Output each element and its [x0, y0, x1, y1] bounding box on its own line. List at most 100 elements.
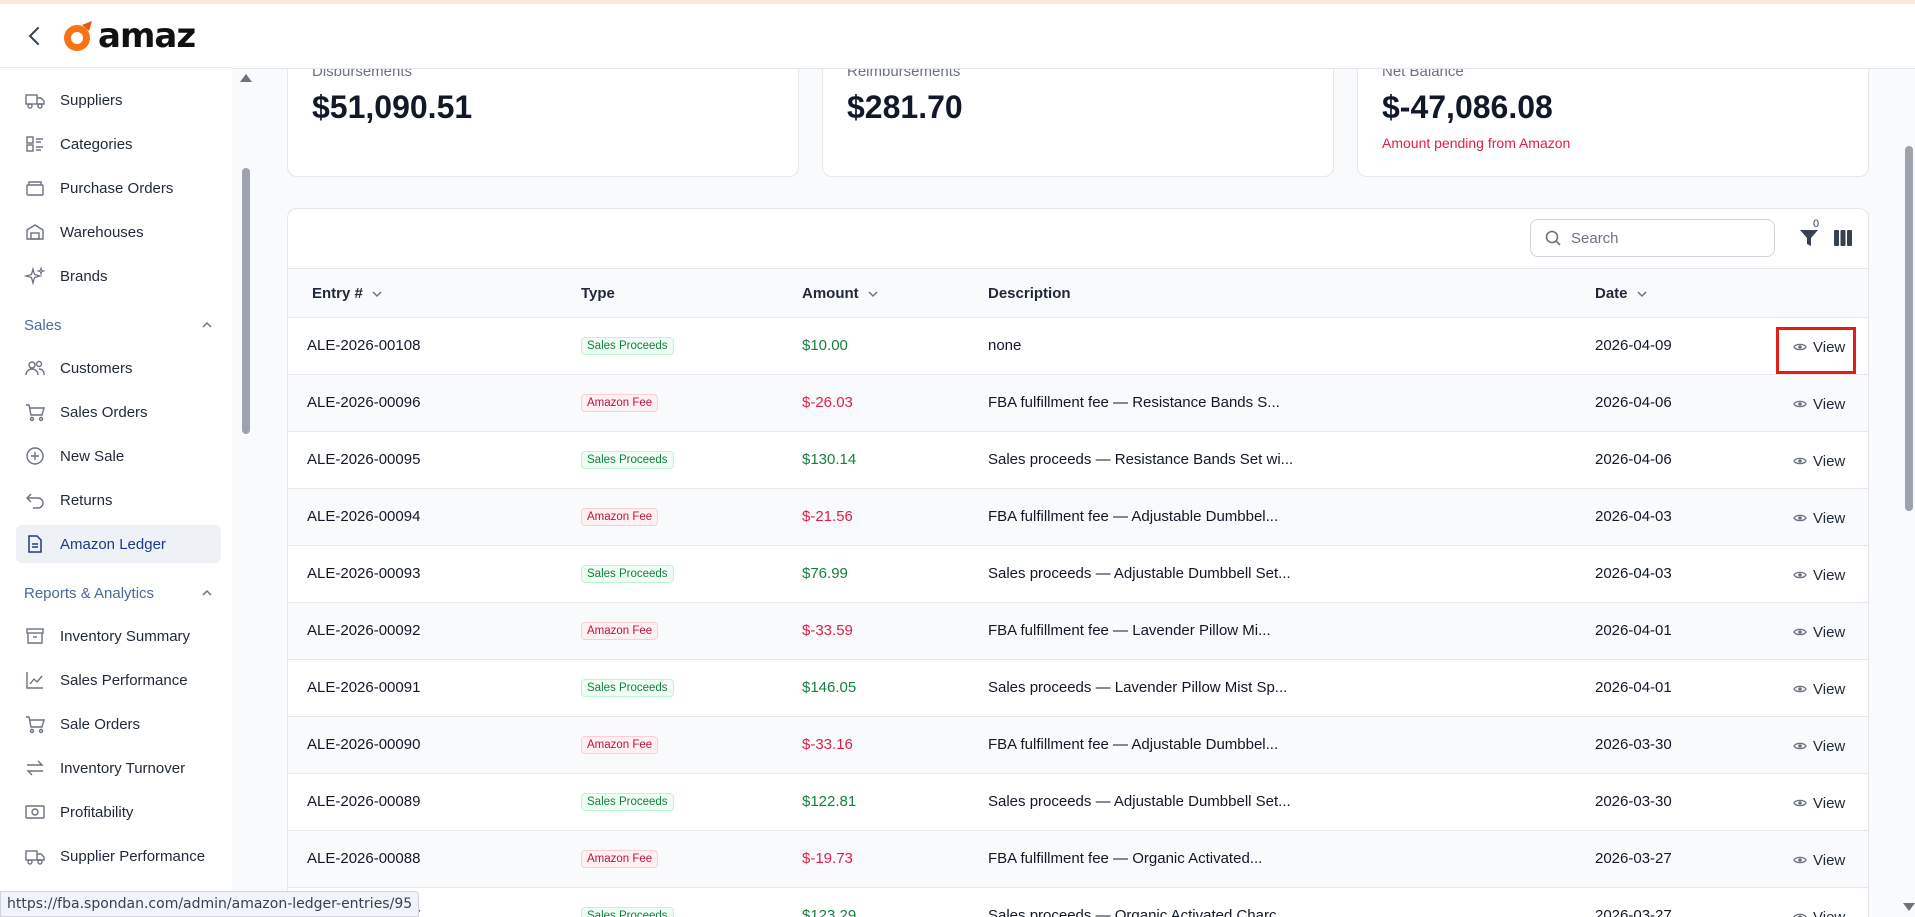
card-value: $281.70 [847, 89, 963, 125]
reimbursements-card: Reimbursements $281.70 [822, 50, 1334, 177]
sidebar-scrollbar-thumb[interactable] [242, 168, 250, 434]
archive-icon [24, 625, 46, 647]
card-note: Amount pending from Amazon [1382, 135, 1571, 151]
view-button[interactable]: View [1793, 506, 1845, 530]
view-button[interactable]: View [1793, 563, 1845, 587]
sidebar-item-customers[interactable]: Customers [16, 349, 221, 387]
table-row: ALE-2026-00089 Sales Proceeds $122.81 Sales… [288, 774, 1868, 831]
view-label: View [1813, 452, 1846, 470]
date-value: 2026-04-03 [1595, 508, 1672, 525]
table-toolbar: 0 [288, 209, 1868, 269]
view-label: View [1813, 680, 1846, 698]
sidebar-item-profitability[interactable]: Profitability [16, 793, 221, 831]
view-button[interactable]: View [1793, 677, 1845, 701]
money-icon [24, 801, 46, 823]
purchase-orders-icon [24, 177, 46, 199]
document-icon [24, 533, 46, 555]
ledger-table: 0 Entry # Type Amount Description Date A… [287, 208, 1869, 917]
sidebar-item-inventory-summary[interactable]: Inventory Summary [16, 617, 221, 655]
sidebar-item-sales-orders[interactable]: Sales Orders [16, 393, 221, 431]
sidebar-scroll-up-arrow[interactable] [240, 74, 252, 82]
amount-value: $130.14 [802, 451, 857, 468]
sidebar-item-inventory-turnover[interactable]: Inventory Turnover [16, 749, 221, 787]
sidebar-item-amazon-ledger[interactable]: Amazon Ledger [16, 525, 221, 563]
view-label: View [1813, 509, 1846, 527]
view-button[interactable]: View [1793, 620, 1845, 644]
amount-value: $-21.56 [802, 508, 853, 525]
date-value: 2026-04-09 [1595, 337, 1672, 354]
sidebar-item-label: Purchase Orders [60, 179, 174, 197]
filter-icon[interactable] [1798, 227, 1820, 249]
chevron-down-icon [868, 290, 878, 297]
sidebar-section-label: Sales [24, 316, 62, 334]
sidebar-item-purchase-orders[interactable]: Purchase Orders [16, 169, 221, 207]
sidebar-item-label: Brands [60, 267, 108, 285]
card-value: $-47,086.08 [1382, 89, 1553, 125]
column-header-entry[interactable]: Entry # [312, 285, 383, 302]
description-text: Sales proceeds — Adjustable Dumbbell Set… [988, 565, 1291, 582]
columns-icon[interactable] [1833, 229, 1853, 247]
entry-number: ALE-2026-00088 [307, 850, 421, 867]
date-value: 2026-03-30 [1595, 793, 1672, 810]
eye-icon [1793, 514, 1807, 522]
main-scrollbar-thumb[interactable] [1905, 146, 1913, 511]
eye-icon [1793, 913, 1807, 917]
type-badge: Sales Proceeds [581, 565, 674, 583]
chevron-up-icon [202, 321, 212, 328]
table-row: ALE-2026-00094 Amazon Fee $-21.56 FBA fulfi… [288, 489, 1868, 546]
sidebar-item-label: Inventory Summary [60, 627, 191, 645]
view-label: View [1813, 794, 1846, 812]
sidebar-item-warehouses[interactable]: Warehouses [16, 213, 221, 251]
description-text: FBA fulfillment fee — Adjustable Dumbbel… [988, 508, 1279, 525]
view-button[interactable]: View [1793, 905, 1845, 917]
sidebar-item-suppliers[interactable]: Suppliers [16, 81, 221, 119]
description-text: FBA fulfillment fee — Organic Activated.… [988, 850, 1263, 867]
table-search[interactable] [1530, 219, 1775, 257]
sidebar-item-supplier-performance[interactable]: Supplier Performance [16, 837, 221, 875]
view-button[interactable]: View [1793, 848, 1845, 872]
table-row: ALE-2026-00108 Sales Proceeds $10.00 none 20… [288, 318, 1868, 375]
view-button[interactable]: View [1793, 392, 1845, 416]
column-label: Date [1595, 285, 1628, 302]
users-icon [24, 357, 46, 379]
view-button[interactable]: View [1793, 734, 1845, 758]
view-button[interactable]: View [1793, 791, 1845, 815]
type-badge: Sales Proceeds [581, 907, 674, 917]
top-accent-line [0, 0, 1915, 4]
logo-text: amaz [98, 16, 196, 56]
column-label: Amount [802, 285, 859, 302]
sidebar-item-sale-orders[interactable]: Sale Orders [16, 705, 221, 743]
sidebar-section-reports[interactable]: Reports & Analytics [24, 581, 214, 605]
sidebar-item-new-sale[interactable]: New Sale [16, 437, 221, 475]
column-header-amount[interactable]: Amount [802, 285, 879, 302]
table-row: ALE-2026-00093 Sales Proceeds $76.99 Sales … [288, 546, 1868, 603]
date-value: 2026-04-01 [1595, 622, 1672, 639]
return-icon [24, 489, 46, 511]
sidebar-item-returns[interactable]: Returns [16, 481, 221, 519]
entry-number: ALE-2026-00089 [307, 793, 421, 810]
sidebar-item-categories[interactable]: Categories [16, 125, 221, 163]
table-row: ALE-2026-00092 Amazon Fee $-33.59 FBA fulfi… [288, 603, 1868, 660]
description-text: Sales proceeds — Adjustable Dumbbell Set… [988, 793, 1291, 810]
entry-number: ALE-2026-00108 [307, 337, 421, 354]
column-header-date[interactable]: Date [1595, 285, 1648, 302]
sidebar-item-sales-performance[interactable]: Sales Performance [16, 661, 221, 699]
app-logo[interactable]: amaz [62, 16, 196, 56]
type-badge: Amazon Fee [581, 508, 659, 526]
view-label: View [1813, 737, 1846, 755]
entry-number: ALE-2026-00095 [307, 451, 421, 468]
back-button[interactable] [22, 24, 46, 48]
sidebar-item-brands[interactable]: Brands [16, 257, 221, 295]
status-bar-url: https://fba.spondan.com/admin/amazon-led… [0, 891, 420, 917]
eye-icon [1793, 628, 1807, 636]
main-scroll-down-arrow[interactable] [1903, 903, 1915, 911]
table-search-input[interactable] [1571, 229, 1751, 247]
sidebar-item-label: New Sale [60, 447, 125, 465]
chevron-left-icon [28, 27, 39, 45]
chevron-down-icon [372, 290, 382, 297]
table-row: ALE-2026-00087Sales Proceeds$123.29Sales… [288, 888, 1868, 917]
view-button[interactable]: View [1793, 335, 1845, 359]
sidebar-section-sales[interactable]: Sales [24, 313, 214, 337]
search-icon [1545, 230, 1561, 246]
view-button[interactable]: View [1793, 449, 1845, 473]
